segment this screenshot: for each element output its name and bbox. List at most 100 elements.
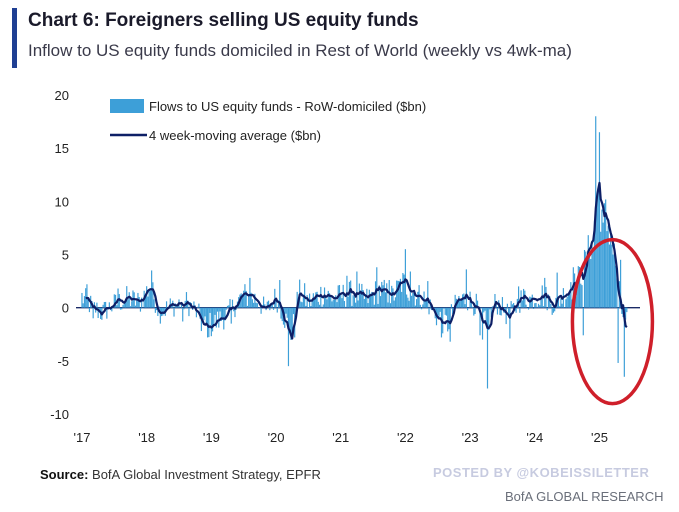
bar: [183, 307, 185, 310]
bar: [448, 307, 450, 330]
bar: [427, 281, 429, 308]
bar: [527, 307, 530, 310]
bar: [444, 307, 446, 315]
bar: [524, 290, 526, 308]
bar: [123, 302, 125, 308]
bar: [559, 306, 561, 308]
bar: [245, 290, 247, 308]
bar: [491, 306, 494, 308]
bar: [305, 305, 307, 308]
bar: [384, 292, 387, 308]
bar: [281, 307, 283, 322]
bar: [396, 280, 398, 308]
bar: [518, 286, 520, 308]
bar: [377, 303, 379, 308]
x-tick-label: '22: [397, 430, 414, 445]
bar: [246, 305, 249, 308]
bar: [208, 307, 210, 338]
bar: [111, 307, 113, 312]
bar: [292, 307, 295, 315]
bar: [399, 278, 402, 308]
bar: [340, 292, 342, 308]
y-tick-label: 20: [55, 88, 69, 103]
bar: [467, 307, 469, 311]
bar: [87, 298, 89, 308]
bar: [285, 307, 287, 314]
bar: [600, 231, 602, 308]
bar: [554, 307, 556, 312]
bar: [195, 307, 198, 318]
bar: [551, 307, 553, 315]
bar: [531, 294, 533, 308]
accent-bar: [12, 8, 17, 68]
bar: [128, 292, 130, 308]
bar: [557, 296, 559, 308]
bar: [224, 307, 226, 321]
bar: [265, 307, 267, 311]
bar: [544, 277, 546, 308]
bar: [383, 279, 385, 308]
bar: [486, 307, 489, 389]
bar: [376, 267, 378, 308]
bar: [211, 307, 214, 332]
bar: [287, 307, 290, 367]
bar: [180, 302, 183, 308]
bar: [244, 284, 246, 308]
bar: [113, 294, 115, 308]
bar: [316, 291, 318, 308]
bar: [343, 300, 346, 308]
bar: [134, 305, 137, 308]
bar: [304, 283, 306, 308]
bar: [188, 307, 190, 317]
bar: [402, 273, 404, 308]
bar: [576, 281, 578, 308]
bar: [603, 203, 606, 308]
y-tick-label: -10: [50, 407, 69, 422]
bar: [368, 289, 370, 308]
bar: [605, 199, 607, 308]
y-axis-ticks: 20 15 10 5 0 -5 -10: [50, 88, 69, 422]
bar: [136, 300, 138, 308]
bar: [585, 251, 587, 308]
bar: [489, 307, 491, 310]
bar: [506, 303, 508, 308]
bar: [116, 305, 118, 308]
bar: [378, 285, 380, 308]
bar: [381, 281, 383, 308]
bar: [549, 296, 551, 308]
bar: [302, 294, 304, 308]
bar: [414, 305, 416, 308]
bar: [266, 301, 268, 308]
bar: [616, 278, 618, 308]
bar: [249, 277, 251, 308]
bar: [274, 288, 276, 308]
bar: [601, 209, 603, 308]
bar: [225, 307, 227, 310]
bar: [255, 302, 257, 308]
bar: [157, 307, 159, 316]
bar: [391, 285, 393, 308]
bar: [241, 296, 244, 308]
bar: [121, 307, 123, 310]
bar: [159, 307, 161, 324]
bar: [260, 307, 262, 314]
bar: [393, 300, 395, 308]
bar: [214, 307, 216, 315]
bar: [258, 307, 260, 309]
bar: [243, 290, 245, 308]
bar: [328, 293, 331, 308]
bar: [403, 274, 405, 308]
bar: [623, 307, 625, 377]
bar: [234, 307, 236, 318]
bar: [411, 295, 413, 308]
bar: [358, 283, 360, 308]
bar: [419, 304, 421, 308]
bar: [445, 307, 448, 316]
bar: [591, 243, 593, 308]
bar: [460, 299, 462, 308]
bar: [373, 304, 375, 308]
bar: [580, 283, 582, 308]
bar: [106, 307, 108, 319]
bar: [611, 244, 613, 308]
bar: [590, 259, 592, 308]
